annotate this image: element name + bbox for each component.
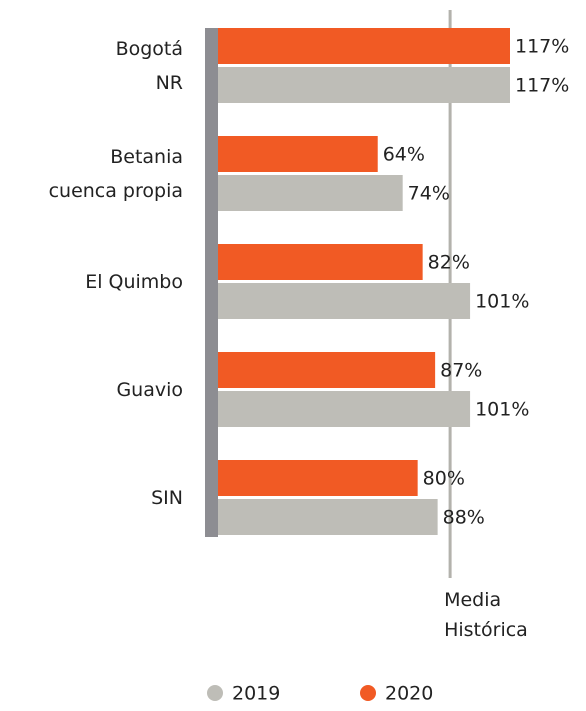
bar	[218, 352, 436, 388]
value-label: 64%	[383, 144, 425, 166]
bar	[218, 175, 403, 211]
value-label: 80%	[423, 468, 465, 490]
bar	[218, 136, 378, 172]
legend-label: 2019	[232, 683, 280, 705]
bar	[218, 28, 510, 64]
value-label: 87%	[440, 360, 482, 382]
axis-bar	[205, 28, 218, 537]
bar	[218, 283, 471, 319]
value-label: 101%	[475, 291, 529, 313]
value-label: 117%	[515, 36, 569, 58]
value-label: 117%	[515, 75, 569, 97]
value-label: 88%	[443, 507, 485, 529]
value-label: 101%	[475, 399, 529, 421]
bar	[218, 499, 438, 535]
bar	[218, 391, 471, 427]
bar	[218, 244, 423, 280]
category-label: El Quimbo	[85, 270, 183, 293]
category-label: Guavio	[116, 378, 183, 401]
value-label: 74%	[408, 183, 450, 205]
reference-label: Media Histórica	[444, 589, 528, 641]
bar	[218, 67, 510, 103]
legend-label: 2020	[385, 683, 433, 705]
bar	[218, 460, 418, 496]
value-label: 82%	[428, 252, 470, 274]
category-label: Bogotá NR	[115, 37, 183, 94]
legend-swatch	[360, 685, 376, 701]
legend-swatch	[207, 685, 223, 701]
category-label: SIN	[151, 486, 183, 509]
category-label: Betania cuenca propia	[48, 145, 183, 202]
